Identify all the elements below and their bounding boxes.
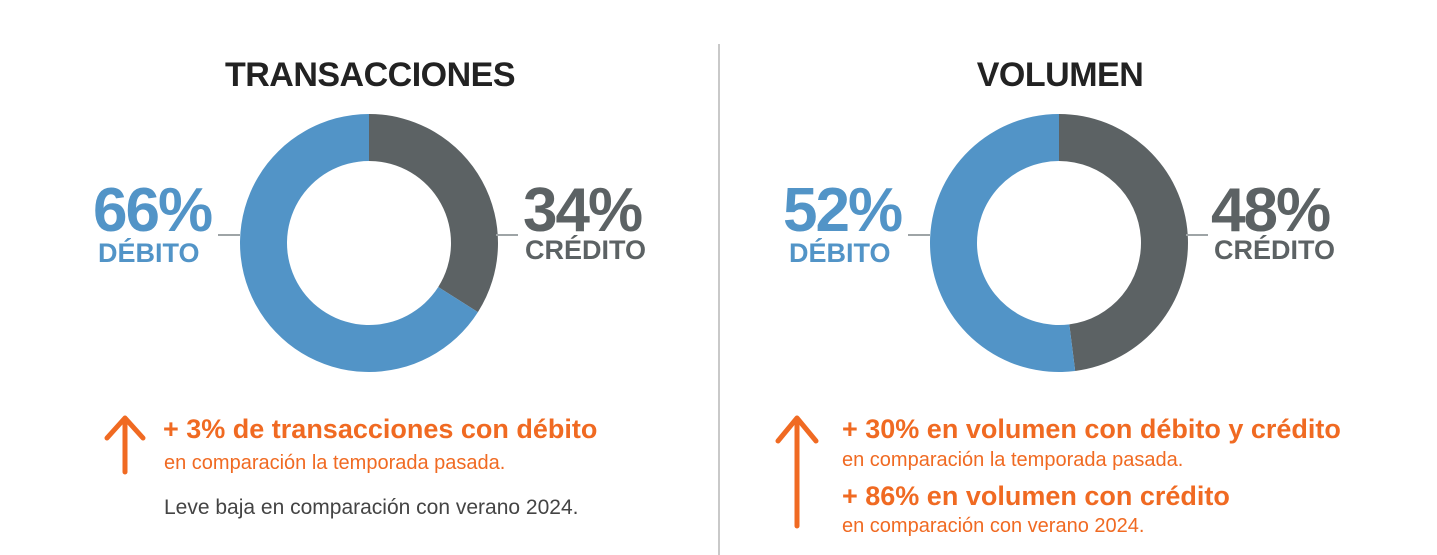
chart-title-transacciones: TRANSACCIONES	[224, 56, 516, 94]
right-headline-2: + 86% en volumen con crédito	[842, 481, 1230, 511]
left-subtext: en comparación la temporada pasada.	[164, 452, 506, 474]
panel-divider	[718, 44, 720, 555]
donut-slice-debito	[239, 114, 478, 372]
donut-slice-debito	[930, 114, 1076, 372]
leader-line-credito	[496, 234, 518, 236]
debito-percent-vol: 52%	[783, 176, 903, 245]
donut-slice-credito	[369, 114, 498, 313]
donut-chart-volumen	[930, 114, 1188, 372]
leader-line-credito-vol	[1186, 234, 1208, 236]
debito-percent: 66%	[93, 176, 213, 245]
left-note: Leve baja en comparación con verano 2024…	[164, 496, 579, 519]
donut-slice-credito	[1059, 114, 1188, 371]
leader-line-debito-vol	[908, 234, 930, 236]
leader-line-debito	[218, 234, 240, 236]
credito-label-vol: CRÉDITO	[1214, 235, 1336, 265]
donut-chart-transacciones	[239, 114, 498, 372]
right-subtext-2: en comparación con verano 2024.	[842, 515, 1145, 537]
left-headline: + 3% de transacciones con débito	[163, 414, 598, 444]
arrow-up-icon	[775, 415, 819, 529]
right-subtext-1: en comparación la temporada pasada.	[842, 449, 1184, 471]
right-headline-1: + 30% en volumen con débito y crédito	[842, 414, 1341, 444]
credito-percent: 34%	[523, 176, 643, 245]
chart-title-volumen: VOLUMEN	[976, 56, 1144, 94]
debito-label: DÉBITO	[98, 238, 200, 268]
arrow-up-icon	[104, 415, 146, 475]
credito-label: CRÉDITO	[525, 235, 647, 265]
debito-label-vol: DÉBITO	[789, 238, 891, 268]
credito-percent-vol: 48%	[1211, 176, 1331, 245]
